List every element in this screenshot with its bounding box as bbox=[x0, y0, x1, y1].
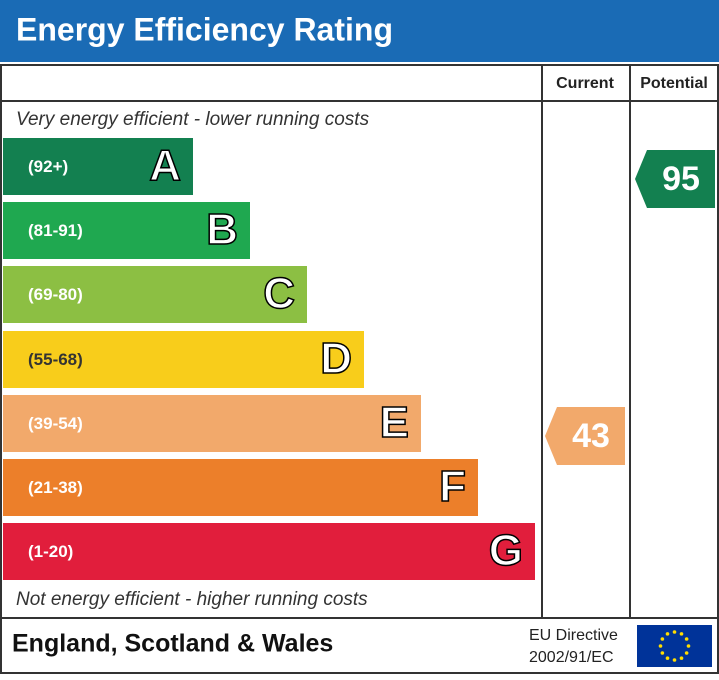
band-range: (1-20) bbox=[28, 542, 73, 561]
star bbox=[684, 637, 689, 641]
star bbox=[672, 630, 677, 634]
band-letter: F bbox=[439, 462, 466, 511]
band-letter: G bbox=[489, 526, 523, 575]
rating-arrow bbox=[545, 407, 625, 465]
star bbox=[686, 644, 691, 648]
potential-header: Potential bbox=[640, 75, 708, 92]
band-letter: D bbox=[320, 334, 352, 383]
band-bar bbox=[3, 266, 307, 323]
star bbox=[672, 658, 677, 662]
band-bar bbox=[3, 459, 478, 516]
band-range: (92+) bbox=[28, 157, 68, 176]
band-letter: C bbox=[263, 269, 295, 318]
star bbox=[660, 637, 665, 641]
bottom-note: Not energy efficient - higher running co… bbox=[16, 589, 368, 610]
rating-value: 95 bbox=[662, 160, 700, 198]
title: Energy Efficiency Rating bbox=[16, 11, 393, 47]
band-bar bbox=[3, 331, 364, 388]
star bbox=[665, 632, 670, 636]
eu-stars bbox=[658, 630, 691, 662]
rating-value: 43 bbox=[572, 417, 610, 455]
band-range: (81-91) bbox=[28, 221, 83, 240]
band-letter: B bbox=[206, 205, 238, 254]
band-range: (69-80) bbox=[28, 285, 83, 304]
directive-number: 2002/91/EC bbox=[529, 649, 614, 666]
star bbox=[665, 656, 670, 660]
band-range: (39-54) bbox=[28, 414, 83, 433]
band-letter: E bbox=[380, 398, 409, 447]
band-bar bbox=[3, 523, 535, 580]
star bbox=[658, 644, 663, 648]
band-bar bbox=[3, 395, 421, 452]
directive: EU Directive bbox=[529, 627, 618, 644]
star bbox=[679, 632, 684, 636]
band-letter: A bbox=[149, 141, 181, 190]
star bbox=[679, 656, 684, 660]
band-bar bbox=[3, 202, 250, 259]
star bbox=[684, 651, 689, 655]
band-range: (21-38) bbox=[28, 478, 83, 497]
region: England, Scotland & Wales bbox=[12, 630, 333, 658]
header-bar bbox=[0, 0, 719, 62]
frame bbox=[0, 64, 719, 674]
band-bar bbox=[3, 138, 193, 195]
top-note: Very energy efficient - lower running co… bbox=[16, 109, 370, 130]
band-range: (55-68) bbox=[28, 350, 83, 369]
rating-arrow bbox=[635, 150, 715, 208]
star bbox=[660, 651, 665, 655]
current-header: Current bbox=[556, 75, 614, 92]
